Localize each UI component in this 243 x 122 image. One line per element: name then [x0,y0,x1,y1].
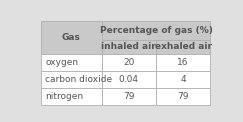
Bar [102,21,210,40]
Bar [41,88,102,105]
Bar [102,54,156,71]
Text: 79: 79 [177,92,189,101]
Text: 20: 20 [123,58,135,67]
Text: inhaled air: inhaled air [102,42,156,51]
Bar [156,54,210,71]
Bar [156,40,210,54]
Text: Gas: Gas [62,33,81,42]
Text: Percentage of gas (%): Percentage of gas (%) [100,26,212,35]
Text: nitrogen: nitrogen [45,92,84,101]
Text: 0.04: 0.04 [119,75,139,84]
Bar [41,71,102,88]
Bar [156,71,210,88]
Bar [102,71,156,88]
Text: exhaled air: exhaled air [155,42,212,51]
Bar [41,54,102,71]
Text: carbon dioxide: carbon dioxide [45,75,113,84]
Text: 79: 79 [123,92,135,101]
Text: 4: 4 [180,75,186,84]
Bar [102,40,156,54]
Text: oxygen: oxygen [45,58,78,67]
Bar [102,88,156,105]
Text: 16: 16 [177,58,189,67]
Bar [41,21,102,54]
Bar [156,88,210,105]
